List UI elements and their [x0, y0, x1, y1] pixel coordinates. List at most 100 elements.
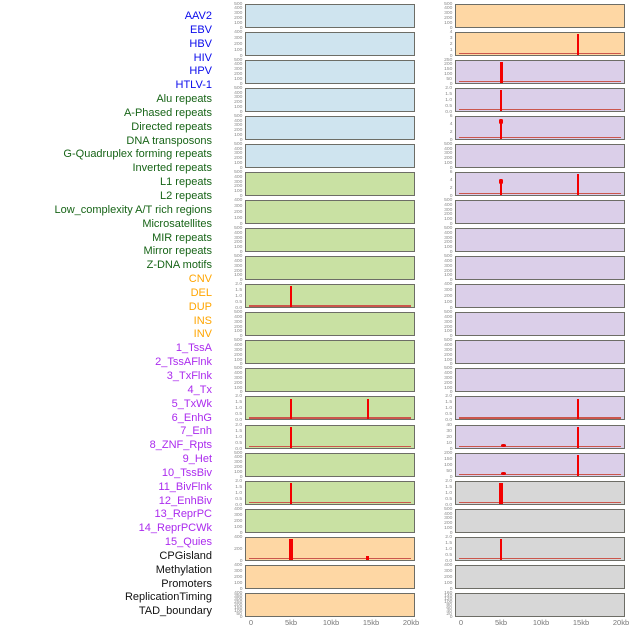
y-axis-ticks: 400 200 0 — [212, 534, 242, 564]
y-tick-label: 100 — [233, 187, 242, 194]
y-tick-label: 200 — [443, 155, 452, 161]
track-label: Directed repeats — [131, 120, 212, 133]
track-label: 14_ReprPCWk — [138, 522, 212, 535]
signal-spike — [366, 556, 370, 560]
track-panel — [455, 87, 625, 112]
y-tick-label: 0 — [449, 445, 452, 452]
y-tick-label: 2.0 — [235, 421, 242, 428]
y-axis-ticks: 500 400 300 200 100 0 — [212, 85, 242, 114]
y-tick-label: 1.0 — [445, 405, 452, 411]
y-tick-label: 300 — [443, 234, 452, 241]
y-tick-label: 300 — [233, 94, 242, 100]
track-label: EBV — [189, 23, 212, 36]
y-axis-ticks: 400 350 300 250 200 150 100 50 0 — [212, 590, 242, 620]
y-tick-label: 50 — [446, 467, 452, 474]
y-axis-ticks: 500 400 300 200 100 0 — [422, 366, 452, 395]
y-tick-label: 400 — [233, 229, 242, 236]
y-axis-ticks: 500 400 300 200 100 0 — [212, 338, 242, 367]
y-tick-label: 0 — [449, 192, 452, 199]
y-axis-ticks: 500 400 300 200 100 0 — [212, 449, 242, 479]
y-tick-label: 100 — [233, 19, 242, 26]
y-tick-label: 50 — [236, 610, 242, 617]
track-label: 8_ZNF_Rpts — [149, 439, 212, 452]
y-tick-label: 500 — [233, 449, 242, 456]
track-label: Z-DNA motifs — [146, 259, 212, 272]
track-label: Alu repeats — [156, 93, 212, 106]
y-tick-label: 500 — [443, 253, 452, 259]
y-tick-label: 0.5 — [235, 439, 242, 446]
y-tick-label: 300 — [443, 262, 452, 269]
track-panel — [245, 592, 415, 617]
signal-spike-head — [499, 119, 503, 125]
track-panel — [245, 312, 415, 337]
track-label: HBV — [189, 37, 212, 50]
y-tick-label: 300 — [443, 346, 452, 353]
y-tick-label: 150 — [443, 66, 452, 72]
y-tick-label: 0.0 — [445, 557, 452, 564]
y-tick-label: 500 — [233, 112, 242, 119]
y-tick-label: 0 — [239, 361, 242, 367]
y-tick-label: 500 — [443, 140, 452, 147]
zero-baseline — [249, 557, 411, 560]
y-axis-ticks: 500 400 300 200 100 0 — [422, 309, 452, 338]
y-tick-label: 100 — [443, 524, 452, 531]
y-tick-label: 200 — [233, 127, 242, 133]
y-tick-label: 2.0 — [445, 393, 452, 399]
y-tick-label: 0.5 — [445, 102, 452, 109]
y-tick-label: 100 — [443, 70, 452, 77]
track-panel — [455, 340, 625, 365]
y-tick-label: 3 — [449, 34, 452, 41]
y-tick-label: 0 — [239, 613, 242, 620]
signal-spike — [576, 454, 579, 476]
y-tick-label: 0 — [239, 557, 242, 564]
y-tick-label: 100 — [233, 328, 242, 334]
track-label: 7_Enh — [180, 425, 212, 438]
y-tick-label: 0.0 — [235, 417, 242, 423]
y-tick-label: 30 — [446, 427, 452, 434]
y-tick-label: 0 — [239, 24, 242, 30]
y-tick-label: 200 — [233, 351, 242, 358]
y-tick-label: 200 — [233, 379, 242, 386]
y-tick-label: 100 — [233, 214, 242, 221]
y-tick-label: 400 — [443, 342, 452, 348]
y-tick-label: 200 — [443, 293, 452, 299]
y-tick-label: 200 — [443, 449, 452, 456]
y-axis-ticks: 500 400 300 200 100 0 — [422, 253, 452, 283]
y-tick-label: 250 — [233, 598, 242, 605]
y-tick-label: 100 — [443, 216, 452, 222]
y-tick-label: 100 — [443, 461, 452, 468]
y-tick-label: 100 — [233, 159, 242, 166]
y-tick-label: 0.5 — [235, 299, 242, 305]
y-tick-label: 400 — [443, 229, 452, 236]
y-tick-label: 200 — [233, 463, 242, 470]
y-axis-ticks: 500 400 300 200 100 0 — [422, 338, 452, 367]
y-tick-label: 1.0 — [235, 405, 242, 411]
y-tick-label: 10 — [446, 439, 452, 446]
track-label: 6_EnhG — [171, 411, 212, 424]
y-tick-label: 1.5 — [235, 399, 242, 405]
signal-spike — [500, 120, 502, 139]
zero-baseline — [459, 501, 621, 504]
y-tick-label: 0.5 — [445, 551, 452, 558]
y-axis-ticks: 400 300 200 100 0 — [212, 506, 242, 536]
track-label: Promoters — [161, 577, 212, 590]
y-tick-label: 0 — [449, 277, 452, 283]
track-label: DUP — [188, 300, 212, 313]
y-tick-label: 100 — [233, 103, 242, 110]
y-tick-label: 400 — [443, 257, 452, 264]
y-tick-label: 400 — [233, 5, 242, 11]
y-tick-label: 1.5 — [445, 483, 452, 490]
track-label: Inverted repeats — [132, 162, 213, 175]
y-tick-label: 400 — [443, 5, 452, 11]
y-tick-label: 0 — [239, 529, 242, 536]
y-tick-label: 200 — [443, 323, 452, 330]
signal-spike — [576, 398, 579, 420]
y-tick-label: 1.5 — [445, 399, 452, 405]
zero-baseline — [249, 501, 411, 504]
y-tick-label: 1.0 — [445, 489, 452, 496]
y-tick-label: 0 — [449, 585, 452, 592]
y-tick-label: 100 — [233, 244, 242, 250]
y-tick-label: 300 — [443, 515, 452, 521]
y-tick-label: 200 — [233, 98, 242, 105]
track-panel — [245, 536, 415, 561]
